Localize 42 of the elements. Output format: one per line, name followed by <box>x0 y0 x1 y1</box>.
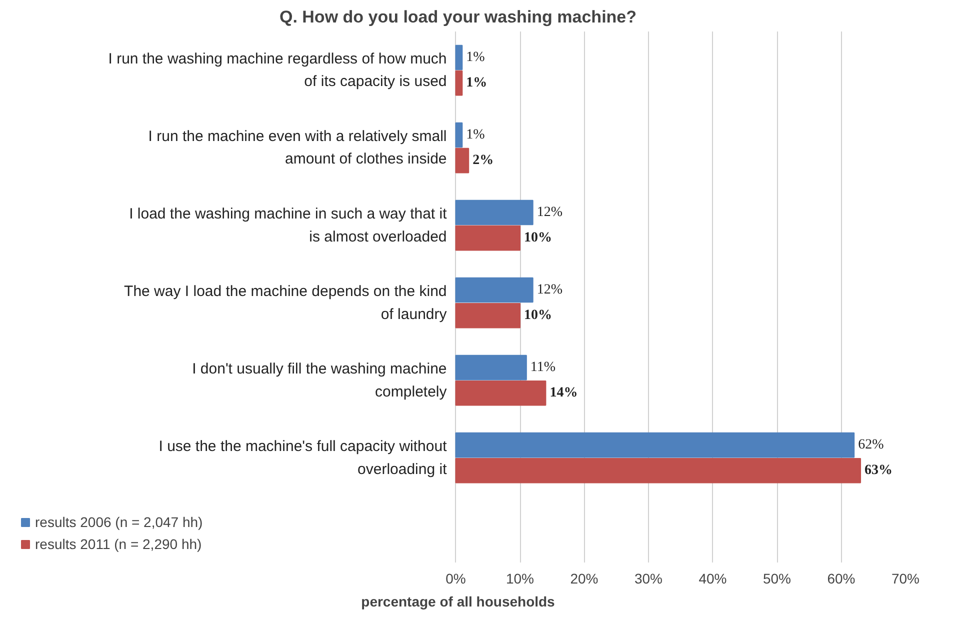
x-tick-label: 10% <box>506 570 534 586</box>
y-tick-label: I use the the machine's full capacity without overloading it <box>158 438 448 478</box>
bar <box>455 354 527 380</box>
bar <box>455 277 534 303</box>
bar <box>455 432 855 458</box>
x-tick-label: 40% <box>698 570 727 586</box>
y-tick-label: I run the machine even with a relatively small amount of clothes inside <box>148 128 447 168</box>
data-label: 10% <box>524 230 552 246</box>
bar <box>455 148 470 174</box>
bar <box>455 44 463 70</box>
y-tick-label: I don't usually fill the washing machine completely <box>192 360 448 400</box>
data-label: 1% <box>466 76 488 91</box>
bar <box>455 122 463 148</box>
data-label: 11% <box>530 360 556 376</box>
y-tick-label: The way I load the machine depends on the kind of laundry <box>124 282 448 323</box>
data-label: 12% <box>536 205 563 220</box>
bar <box>455 380 546 406</box>
bar <box>455 200 534 226</box>
y-tick-label: I load the washing machine in such a way that it is almost overloaded <box>129 205 448 246</box>
data-label: 14% <box>550 386 578 401</box>
x-tick-label: 20% <box>570 570 598 586</box>
data-label: 10% <box>524 308 552 324</box>
x-tick-label: 70% <box>891 570 920 586</box>
legend-label: results 2006 (n = 2,047 hh) <box>35 514 203 530</box>
y-tick-label: I run the washing machine regardless of how much of its capacity is used <box>108 50 447 90</box>
bar <box>455 225 520 251</box>
data-label: 1% <box>466 127 486 142</box>
legend-label: results 2011 (n = 2,290 hh) <box>35 536 202 552</box>
chart-title: Q. How do you load your washing machine? <box>279 8 637 26</box>
bar <box>455 302 520 328</box>
data-label: 12% <box>536 282 563 298</box>
data-label: 1% <box>466 50 486 65</box>
x-tick-label: 50% <box>762 570 792 586</box>
bar <box>455 458 862 484</box>
x-tick-label: 0% <box>446 570 466 586</box>
bar <box>455 70 463 96</box>
data-label: 2% <box>472 153 494 168</box>
data-label: 62% <box>858 438 884 453</box>
data-label: 63% <box>864 463 893 478</box>
x-tick-label: 60% <box>827 570 856 586</box>
x-tick-label: 30% <box>634 570 663 586</box>
x-axis-title: percentage of all households <box>361 594 556 610</box>
